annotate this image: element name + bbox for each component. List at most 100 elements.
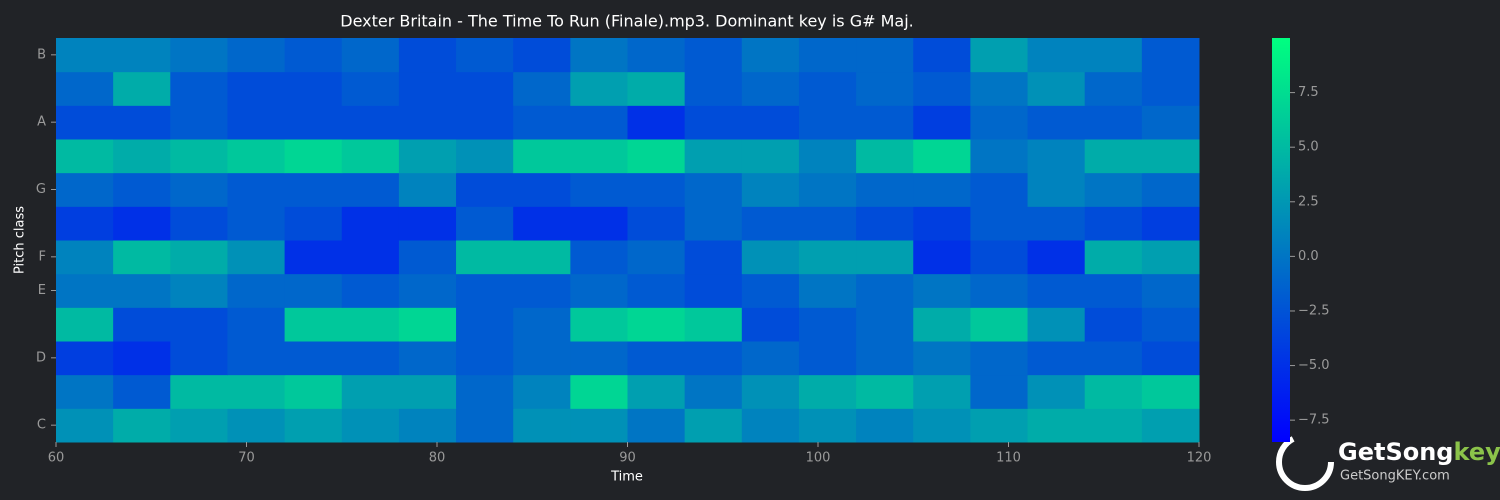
x-tick-label: 70 <box>238 451 255 466</box>
heatmap-cell <box>684 139 743 174</box>
heatmap-cell <box>456 307 514 342</box>
heatmap-cell <box>227 273 286 308</box>
y-tick-label: E <box>38 283 46 298</box>
heatmap-cell <box>456 374 514 409</box>
heatmap-cell <box>570 38 628 73</box>
y-tick-label: D <box>36 350 46 365</box>
heatmap-cell <box>798 408 857 443</box>
heatmap-cell <box>627 408 686 443</box>
heatmap-cell <box>970 273 1029 308</box>
heatmap-cell <box>227 408 286 443</box>
heatmap-cell <box>684 374 743 409</box>
heatmap-cell <box>913 172 971 207</box>
heatmap-cell <box>684 172 743 207</box>
heatmap-cell <box>741 71 800 106</box>
colorbar-tick-label: 2.5 <box>1298 194 1319 209</box>
heatmap-cell <box>627 38 686 73</box>
heatmap-cell <box>170 38 228 73</box>
heatmap-cell <box>570 71 628 106</box>
heatmap-cell <box>913 206 971 241</box>
heatmap-cell <box>56 206 114 241</box>
x-tick-label: 100 <box>806 451 831 466</box>
heatmap-cell <box>113 206 171 241</box>
heatmap-cell <box>341 206 400 241</box>
y-tick-label: G <box>36 182 46 197</box>
heatmap-cell <box>56 307 114 342</box>
heatmap-cell <box>684 206 743 241</box>
colorbar-tick-label: −7.5 <box>1298 413 1330 428</box>
heatmap-cell <box>798 341 857 376</box>
logo-icon <box>1276 433 1334 491</box>
heatmap-cell <box>798 273 857 308</box>
x-tick-label: 110 <box>996 451 1021 466</box>
heatmap-cell <box>856 38 914 73</box>
heatmap-cell <box>856 172 914 207</box>
heatmap-cell <box>227 307 286 342</box>
heatmap-cell <box>456 38 514 73</box>
heatmap-cell <box>570 206 628 241</box>
heatmap-cell <box>513 374 571 409</box>
heatmap-cell <box>227 374 286 409</box>
heatmap-cell <box>570 240 628 275</box>
heatmap-cell <box>1027 408 1086 443</box>
heatmap-cell <box>456 71 514 106</box>
y-tick-label: C <box>37 418 46 433</box>
heatmap-cell <box>456 206 514 241</box>
heatmap-cell <box>1027 206 1086 241</box>
heatmap-cell <box>798 307 857 342</box>
heatmap-cell <box>1027 273 1086 308</box>
heatmap-cell <box>284 206 343 241</box>
heatmap-cell <box>170 240 228 275</box>
heatmap-cell <box>741 172 800 207</box>
heatmap-cell <box>684 307 743 342</box>
heatmap-cell <box>741 105 800 140</box>
heatmap-cell <box>284 71 343 106</box>
heatmap-cell <box>113 307 171 342</box>
heatmap-cell <box>1027 240 1086 275</box>
heatmap-cell <box>170 105 228 140</box>
heatmap-cell <box>913 38 971 73</box>
heatmap-cell <box>1141 341 1200 376</box>
colorbar-tick-label: −2.5 <box>1298 303 1330 318</box>
heatmap-cell <box>741 341 800 376</box>
heatmap-cell <box>856 71 914 106</box>
heatmap-cell <box>513 273 571 308</box>
heatmap-cell <box>1141 273 1200 308</box>
heatmap-cell <box>856 105 914 140</box>
heatmap-cell <box>570 139 628 174</box>
heatmap-cell <box>513 206 571 241</box>
heatmap-cell <box>798 139 857 174</box>
logo-name-accent: key <box>1454 438 1500 466</box>
heatmap-cell <box>398 38 457 73</box>
heatmap-cell <box>341 240 400 275</box>
heatmap-cell <box>398 240 457 275</box>
heatmap-cell <box>856 307 914 342</box>
heatmap-cell <box>1084 172 1143 207</box>
heatmap-cell <box>1141 240 1200 275</box>
heatmap-cell <box>456 139 514 174</box>
heatmap-cell <box>398 273 457 308</box>
heatmap-cell <box>684 71 743 106</box>
heatmap-cell <box>341 71 400 106</box>
heatmap-cell <box>970 374 1029 409</box>
heatmap-cell <box>856 139 914 174</box>
heatmap-cell <box>284 38 343 73</box>
heatmap-cell <box>227 172 286 207</box>
heatmap-cell <box>398 341 457 376</box>
heatmap-cell <box>1084 71 1143 106</box>
heatmap-cell <box>913 307 971 342</box>
heatmap-cell <box>1084 240 1143 275</box>
heatmap-cell <box>741 206 800 241</box>
y-tick-label: F <box>39 249 46 264</box>
heatmap-cell <box>56 374 114 409</box>
heatmap-cell <box>398 71 457 106</box>
heatmap-cell <box>856 273 914 308</box>
heatmap-cell <box>913 273 971 308</box>
heatmap-cell <box>970 307 1029 342</box>
heatmap-cell <box>113 71 171 106</box>
heatmap-cell <box>856 408 914 443</box>
heatmap-cell <box>1027 307 1086 342</box>
heatmap-cell <box>684 341 743 376</box>
y-axis-label: Pitch class <box>13 206 28 274</box>
heatmap-cell <box>170 408 228 443</box>
